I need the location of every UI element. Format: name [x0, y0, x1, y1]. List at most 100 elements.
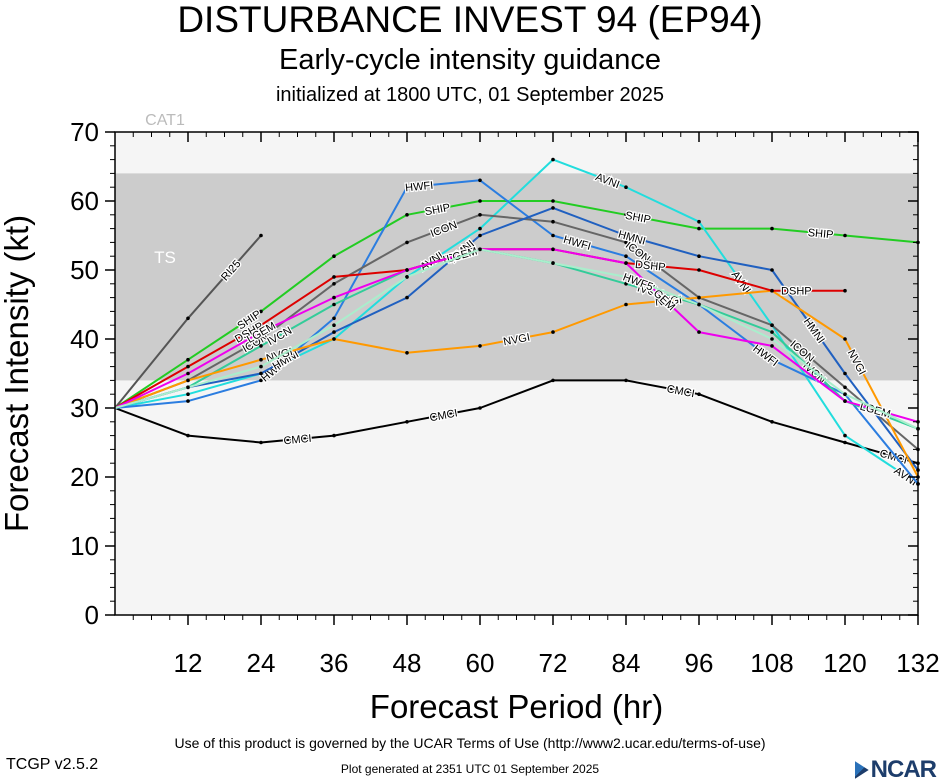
ncar-logo-text: NCAR — [870, 756, 937, 783]
data-point-lgem — [624, 261, 628, 265]
data-point-hwf5 — [332, 323, 336, 328]
x-tick-label: 72 — [539, 648, 568, 678]
data-point-hmni — [624, 233, 628, 238]
data-point-ivcn — [624, 282, 628, 286]
x-tick-label: 12 — [174, 648, 203, 678]
data-point-cmci — [843, 440, 847, 445]
data-point-hmni — [770, 268, 774, 272]
data-point-ivcn — [259, 344, 263, 348]
data-point-icon — [551, 219, 555, 224]
y-tick-label: 10 — [70, 531, 99, 561]
y-tick-label: 50 — [70, 255, 99, 285]
data-point-dshp — [697, 268, 701, 272]
data-point-hwfi — [624, 254, 628, 258]
x-tick-label: 108 — [750, 648, 793, 678]
data-point-lgem — [770, 344, 774, 348]
series-label-dshp: DSHP — [634, 259, 666, 274]
data-point-hmni — [697, 254, 701, 258]
data-point-cmci — [624, 378, 628, 383]
series-line-lgem — [114, 248, 919, 423]
data-point-avni — [843, 433, 847, 438]
x-tick-label: 132 — [896, 648, 939, 678]
data-point-cmci — [405, 420, 409, 424]
data-point-hwfi — [332, 316, 336, 321]
data-point-hwf5 — [624, 275, 628, 279]
data-point-cmci — [332, 433, 336, 438]
data-point-hwfi — [259, 378, 263, 383]
data-point-lgem — [551, 247, 555, 252]
data-point-ri25 — [186, 316, 190, 321]
generated-time: Plot generated at 2351 UTC 01 September … — [340, 762, 600, 776]
series-label-cmci: CMCI — [283, 433, 312, 448]
data-point-avni — [551, 157, 555, 162]
y-tick-label: 30 — [70, 393, 99, 423]
x-tick-label: 120 — [823, 648, 866, 678]
series-line-nvgi — [114, 289, 919, 478]
data-point-icon — [624, 240, 628, 245]
series-line-ship — [114, 200, 919, 409]
data-point-hwf5 — [551, 261, 555, 265]
data-point-dshp — [332, 275, 336, 279]
data-point-nvgi — [332, 337, 336, 341]
data-point-lgem — [186, 371, 190, 376]
data-point-nvgi — [259, 357, 263, 362]
data-point-cmci — [697, 392, 701, 397]
series-line-cmci — [114, 379, 919, 465]
data-point-hwf5 — [478, 247, 482, 252]
band-label-cat1: CAT1 — [145, 112, 185, 129]
data-point-ship — [186, 357, 190, 362]
data-point-avni — [186, 392, 190, 397]
data-point-ship — [551, 199, 555, 203]
data-point-ivcn — [332, 302, 336, 307]
data-point-nvgi — [624, 302, 628, 307]
data-point-ri25 — [259, 233, 263, 238]
data-point-lgem — [405, 268, 409, 272]
data-point-ivcn — [770, 330, 774, 334]
data-point-icon — [770, 323, 774, 328]
data-point-nvgi — [843, 337, 847, 341]
data-point-ship — [405, 213, 409, 217]
data-point-ship — [697, 226, 701, 231]
data-point-icon — [478, 213, 482, 217]
series-line-hwf5 — [114, 248, 919, 430]
data-point-ship — [478, 199, 482, 203]
data-point-hwfi — [405, 185, 409, 189]
data-point-hwfi — [186, 399, 190, 403]
data-point-icon — [843, 385, 847, 390]
data-point-avni — [697, 219, 701, 224]
data-point-hwf5 — [843, 392, 847, 397]
data-point-icon — [405, 240, 409, 245]
y-tick-label: 20 — [70, 462, 99, 492]
data-point-cmci — [259, 440, 263, 445]
data-point-lgem — [259, 330, 263, 334]
data-point-lgem — [332, 295, 336, 300]
data-point-ship — [259, 309, 263, 314]
data-point-hwf5 — [405, 275, 409, 279]
x-tick-label: 84 — [612, 648, 641, 678]
data-point-dshp — [186, 364, 190, 369]
data-point-hwf5 — [259, 364, 263, 369]
data-point-cmci — [478, 406, 482, 410]
series-label-ship: SHIP — [807, 227, 834, 241]
data-point-cmci — [551, 378, 555, 383]
y-tick-label: 70 — [70, 117, 99, 147]
data-point-nvgi — [186, 378, 190, 383]
data-point-hwfi — [478, 178, 482, 183]
data-point-hwf5 — [770, 337, 774, 341]
series-line-icon — [114, 213, 919, 451]
data-point-nvgi — [697, 295, 701, 300]
y-axis-label: Forecast Intensity (kt) — [0, 215, 35, 532]
series-label-hwfi: HWFI — [405, 180, 434, 195]
data-point-ship — [843, 233, 847, 238]
x-tick-label: 60 — [466, 648, 495, 678]
chart-subtitle: Early-cycle intensity guidance — [278, 44, 661, 76]
data-point-dshp — [259, 323, 263, 328]
y-tick-label: 40 — [70, 324, 99, 354]
data-point-avni — [478, 226, 482, 231]
ncar-logo: NCAR — [854, 756, 937, 784]
data-point-dshp — [843, 288, 847, 293]
series-line-hmni — [114, 206, 919, 471]
data-point-hwf5 — [186, 385, 190, 390]
data-point-lgem — [843, 399, 847, 403]
